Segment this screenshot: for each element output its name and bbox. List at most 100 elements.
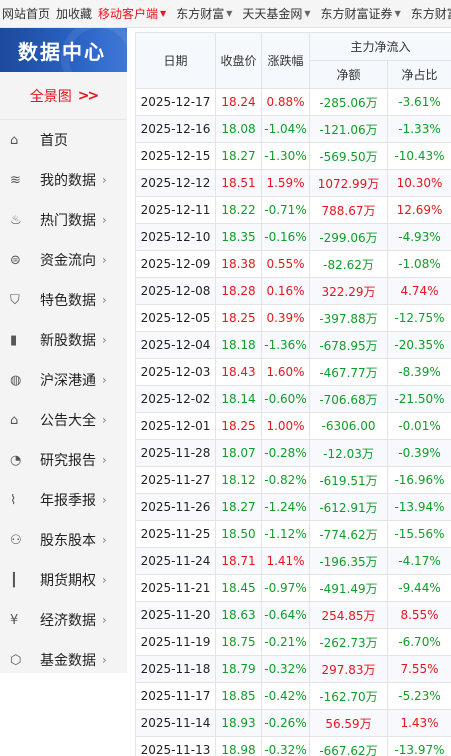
sidebar-item-label: 研究报告	[40, 453, 96, 469]
sidebar-item[interactable]: ◔ 研究报告 ›	[0, 440, 127, 480]
chevron-right-icon: ›	[102, 293, 107, 307]
net-amount-cell: -121.06万	[309, 115, 388, 143]
change-cell: -0.26%	[261, 709, 310, 737]
date-cell: 2025-12-05	[135, 304, 216, 332]
close-cell: 18.18	[215, 331, 262, 359]
change-cell: 0.55%	[261, 250, 310, 278]
close-cell: 18.71	[215, 547, 262, 575]
table-row: 2025-12-08 18.28 0.16% 322.29万 4.74%	[135, 277, 451, 305]
net-amount-cell: -285.06万	[309, 88, 388, 116]
nav-link[interactable]: 移动客户端 ▼	[96, 5, 170, 22]
sidebar-item[interactable]: ⬡ 基金数据 ›	[0, 640, 127, 680]
sidebar-item-label: 特色数据	[40, 293, 96, 309]
table-row: 2025-12-17 18.24 0.88% -285.06万 -3.61%	[135, 88, 451, 116]
globe-icon: ◍	[10, 372, 22, 388]
change-cell: 1.00%	[261, 412, 310, 440]
nav-link[interactable]: 东方财富 ▼	[174, 5, 236, 22]
close-cell: 18.93	[215, 709, 262, 737]
close-cell: 18.28	[215, 277, 262, 305]
change-cell: -0.64%	[261, 601, 310, 629]
net-amount-cell: -667.62万	[309, 736, 388, 756]
change-cell: -0.16%	[261, 223, 310, 251]
bar-chart-icon: ▮	[10, 332, 18, 348]
line-chart-icon: ⌇	[10, 492, 17, 508]
header-change[interactable]: 涨跌幅	[261, 32, 310, 89]
net-ratio-cell: 1.43%	[386, 709, 451, 737]
net-amount-cell: -196.35万	[309, 547, 388, 575]
net-ratio-cell: -15.56%	[386, 520, 451, 548]
date-cell: 2025-11-26	[135, 493, 216, 521]
user-icon: ⚇	[10, 532, 22, 548]
net-amount-cell: -491.49万	[309, 574, 388, 602]
close-cell: 18.35	[215, 223, 262, 251]
net-ratio-cell: -12.75%	[386, 304, 451, 332]
nav-link[interactable]: 东方财富	[409, 5, 451, 22]
header-net-ratio[interactable]: 净占比	[386, 60, 451, 89]
chevron-right-icon: ›	[102, 213, 107, 227]
date-cell: 2025-12-15	[135, 142, 216, 170]
close-cell: 18.27	[215, 493, 262, 521]
table-row: 2025-11-21 18.45 -0.97% -491.49万 -9.44%	[135, 574, 451, 602]
sidebar-item[interactable]: ⌂ 首页	[0, 120, 127, 160]
sidebar-item[interactable]: ┃ 期货期权 ›	[0, 560, 127, 600]
sidebar-item[interactable]: ¥ 经济数据 ›	[0, 600, 127, 640]
yen-icon: ¥	[10, 612, 19, 628]
date-cell: 2025-12-08	[135, 277, 216, 305]
sidebar-item-label: 我的数据	[40, 173, 96, 189]
fund-flow-table: 日期 收盘价 涨跌幅 主力净流入 净额 净占比 2025-12-17 18.24 0…	[135, 32, 451, 756]
sidebar-item-label: 首页	[40, 133, 68, 149]
table-row: 2025-11-18 18.79 -0.32% 297.83万 7.55%	[135, 655, 451, 683]
net-ratio-cell: -4.17%	[386, 547, 451, 575]
chevron-right-icon: ›	[102, 613, 107, 627]
sidebar-item[interactable]: ⚇ 股东股本 ›	[0, 520, 127, 560]
change-cell: -0.21%	[261, 628, 310, 656]
net-amount-cell: -82.62万	[309, 250, 388, 278]
nav-link[interactable]: 东方财富证券 ▼	[319, 5, 405, 22]
net-ratio-cell: -10.43%	[386, 142, 451, 170]
table-row: 2025-12-16 18.08 -1.04% -121.06万 -1.33%	[135, 115, 451, 143]
table-row: 2025-11-25 18.50 -1.12% -774.62万 -15.56%	[135, 520, 451, 548]
date-cell: 2025-11-28	[135, 439, 216, 467]
change-cell: 0.39%	[261, 304, 310, 332]
nav-link[interactable]: 加收藏	[54, 5, 96, 22]
change-cell: -0.32%	[261, 655, 310, 683]
date-cell: 2025-12-04	[135, 331, 216, 359]
net-amount-cell: -467.77万	[309, 358, 388, 386]
sidebar-item[interactable]: ⌇ 年报季报 ›	[0, 480, 127, 520]
double-chevron-right-icon: >>	[77, 87, 100, 104]
net-ratio-cell: -9.44%	[386, 574, 451, 602]
date-cell: 2025-12-02	[135, 385, 216, 413]
panorama-link[interactable]: 全景图 >>	[0, 72, 127, 120]
sidebar-item-label: 资金流向	[40, 253, 96, 269]
header-date[interactable]: 日期	[135, 32, 216, 89]
date-cell: 2025-11-17	[135, 682, 216, 710]
close-cell: 18.50	[215, 520, 262, 548]
sidebar-banner[interactable]: 数据中心	[0, 28, 127, 72]
header-close[interactable]: 收盘价	[215, 32, 262, 89]
change-cell: 0.88%	[261, 88, 310, 116]
change-cell: -1.24%	[261, 493, 310, 521]
sidebar-item[interactable]: ⊜ 资金流向 ›	[0, 240, 127, 280]
close-cell: 18.22	[215, 196, 262, 224]
chevron-right-icon: ›	[102, 573, 107, 587]
cube-icon: ⬡	[10, 652, 22, 668]
header-net-amount[interactable]: 净额	[309, 60, 388, 89]
nav-link[interactable]: 天天基金网 ▼	[240, 5, 314, 22]
sidebar-item[interactable]: ▮ 新股数据 ›	[0, 320, 127, 360]
sidebar-item[interactable]: ◍ 沪深港通 ›	[0, 360, 127, 400]
table-row: 2025-12-03 18.43 1.60% -467.77万 -8.39%	[135, 358, 451, 386]
sidebar-item[interactable]: ♨ 热门数据 ›	[0, 200, 127, 240]
nav-link[interactable]: 网站首页	[0, 5, 54, 22]
date-cell: 2025-12-17	[135, 88, 216, 116]
sidebar-item[interactable]: ≋ 我的数据 ›	[0, 160, 127, 200]
change-cell: -1.12%	[261, 520, 310, 548]
sidebar-item-label: 基金数据	[40, 653, 96, 669]
sidebar-item[interactable]: ⛉ 特色数据 ›	[0, 280, 127, 320]
change-cell: -0.42%	[261, 682, 310, 710]
sidebar-item-label: 新股数据	[40, 333, 96, 349]
close-cell: 18.07	[215, 439, 262, 467]
sidebar-menu: ⌂ 首页 ≋ 我的数据 › ♨ 热门数据 › ⊜ 资金流向 › ⛉ 特色数据 › ▮ 新股数据 › ◍ 沪深港通 › ⌂…	[0, 120, 127, 680]
layers-icon: ≋	[10, 172, 21, 188]
sidebar-item[interactable]: ⌂ 公告大全 ›	[0, 400, 127, 440]
